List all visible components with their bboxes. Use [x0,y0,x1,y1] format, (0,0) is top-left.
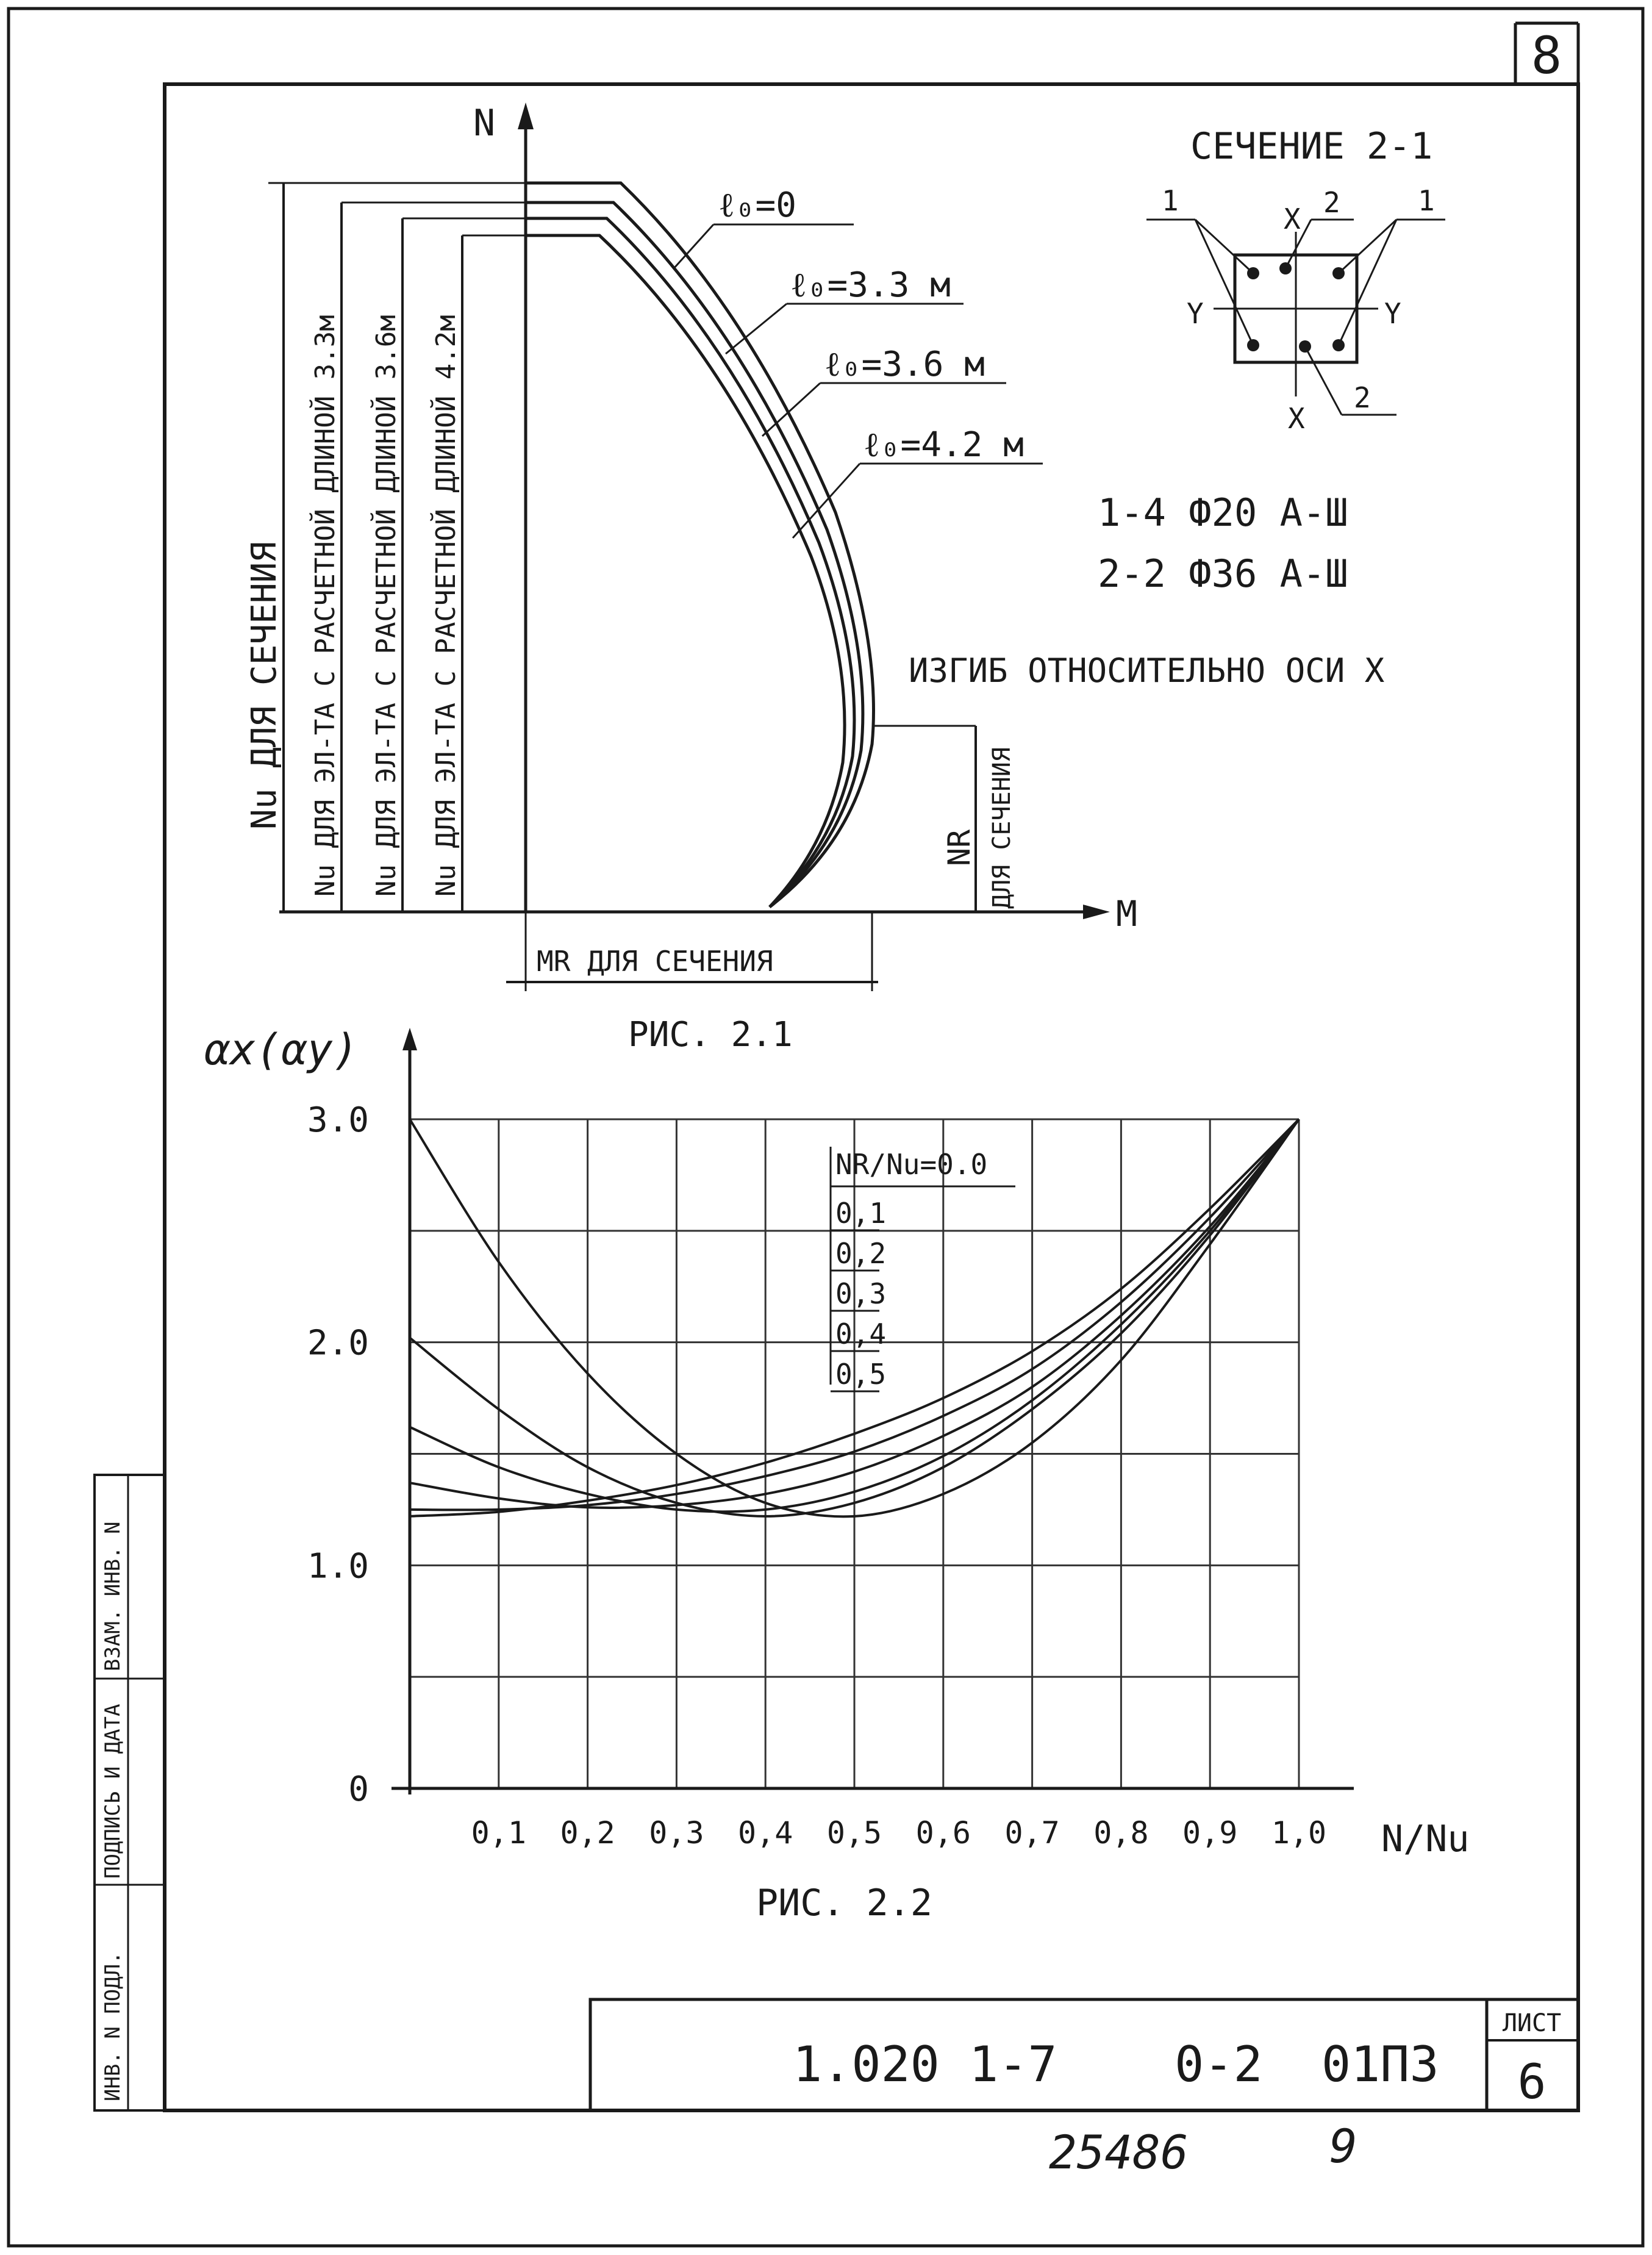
curve-e0-3-6 [526,217,856,908]
side-stamp: ВЗАМ. ИНВ. N ПОДПИСЬ И ДАТА ИНВ. N ПОДЛ. [93,1474,166,2112]
dim-mr-section: MR ДЛЯ СЕЧЕНИЯ [537,945,773,978]
dim-nr-b: ДЛЯ СЕЧЕНИЯ [988,747,1016,909]
dim-nu-section: Nu ДЛЯ СЕЧЕНИЯ [245,542,284,830]
y-tick-label: 1.0 [307,1546,369,1586]
section-title: СЕЧЕНИЕ 2-1 [1190,125,1432,168]
sheet-frame: 8 1.020 1-7 0-2 01П3 ЛИСТ 6 25486 9 ВЗАМ… [7,7,1645,2248]
dim-nu-3-6: Nu ДЛЯ ЭЛ-ТА С РАСЧЕТНОЙ ДЛИНОЙ 3.6м [370,315,402,897]
y-axis-label: αx(αy) [204,1025,359,1075]
x-tick-labels: 0,1 0,2 0,3 0,4 0,5 0,6 0,7 0,8 0,9 1,0 [471,1815,1327,1851]
n-axis-arrow [518,102,534,129]
x-tick-label: 0,8 [1093,1815,1148,1851]
y-tick-label: 2.0 [307,1324,369,1363]
leader-1-right-a [1337,218,1398,274]
label-y-left: Y [1187,297,1204,330]
section-2-1: СЕЧЕНИЕ 2-1 X X Y Y 1 1 2 2 1-4 Ф20 A-Ш … [909,125,1445,690]
legend-entry: 0,5 [835,1358,886,1391]
document-code: 1.020 1-7 0-2 01П3 [793,2036,1439,2093]
leader-2-top [1284,219,1312,269]
leader-1-left-b [1194,219,1254,346]
stamp-inv-original: ИНВ. N ПОДЛ. [101,1951,125,2101]
legend-entry: 0,4 [835,1318,886,1350]
label-2-bottom: 2 [1354,381,1371,414]
x-tick-label: 0,7 [1004,1815,1059,1851]
curve-label-e0-3-6: ℓ₀=3.6 м [824,345,985,384]
x-tick-label: 0,5 [827,1815,882,1851]
stamp-signature-date: ПОДПИСЬ И ДАТА [101,1704,125,1879]
outer-border [7,7,1645,2248]
list-label: ЛИСТ [1503,2009,1561,2037]
chart-axes [392,1028,1354,1794]
label-1-right: 1 [1418,184,1435,217]
curve-label-e0-0: ℓ₀=0 [718,185,796,225]
legend-title: NR/Nu=0.0 [835,1148,987,1181]
legend-entry: 0,1 [835,1197,886,1230]
label-2-top: 2 [1323,186,1340,219]
label-1-left: 1 [1162,184,1179,217]
handwritten-number: 25486 [1049,2125,1189,2179]
stamp-replace-inv: ВЗАМ. ИНВ. N [101,1521,125,1671]
corner-number: 8 [1531,26,1562,85]
fig2-caption: РИС. 2.2 [756,1882,932,1924]
dim-nu-4-2: Nu ДЛЯ ЭЛ-ТА С РАСЧЕТНОЙ ДЛИНОЙ 4.2м [429,315,462,897]
rebar-spec-1: 1-4 Ф20 A-Ш [1098,490,1348,535]
series-line-1 [409,1118,1300,1518]
x-tick-label: 0,4 [738,1815,793,1851]
side-stamp-frame [93,1474,166,2112]
leader-2-bottom [1304,346,1343,415]
leader-e0-4-2 [792,462,861,539]
curve-label-e0-4-2: ℓ₀=4.2 м [864,425,1024,465]
y-tick-label: 3.0 [307,1100,369,1140]
fig1-caption: РИС. 2.1 [628,1015,793,1055]
leader-e0-3-6 [761,382,821,437]
chart-series [409,1118,1300,1518]
leader-e0-0 [673,223,715,270]
dim-nu-3-3: Nu ДЛЯ ЭЛ-ТА С РАСЧЕТНОЙ ДЛИНОЙ 3.3м [309,315,341,897]
series-line-4 [409,1118,1300,1511]
bending-note: ИЗГИБ ОТНОСИТЕЛЬНО ОСИ X [909,651,1385,690]
label-y-right: Y [1384,297,1401,330]
fig1-interaction-diagram: N M ℓ₀=0 ℓ₀=3.3 м ℓ₀=3.6 м ℓ₀=4.2 м [245,102,1137,1055]
leader-1-right-b [1337,219,1398,346]
curve-e0-3-3 [526,201,865,908]
legend-entry: 0,3 [835,1277,886,1310]
handwritten-page: 9 [1329,2119,1357,2173]
series-line-5 [409,1118,1300,1518]
y-tick-label: 0 [348,1769,369,1809]
y-axis-arrow [402,1028,417,1050]
curve-e0-4-2 [526,234,846,908]
series-line-0 [409,1118,1300,1518]
list-number: 6 [1518,2055,1547,2110]
curve-label-e0-3-3: ℓ₀=3.3 м [790,265,951,305]
x-tick-label: 1,0 [1271,1815,1326,1851]
fig2-chart: 0,1 0,2 0,3 0,4 0,5 0,6 0,7 0,8 0,9 1,0 0 1.0 2.0 3.… [204,1025,1470,1924]
x-axis-label: N/Nu [1381,1818,1470,1860]
x-tick-label: 0,2 [560,1815,615,1851]
title-block [588,1998,1580,2112]
label-x-bottom: X [1288,402,1305,435]
leader-e0-3-3 [725,303,787,355]
legend-entry: 0,2 [835,1237,886,1270]
m-axis-arrow [1083,905,1110,919]
x-tick-label: 0,1 [471,1815,526,1851]
x-tick-label: 0,6 [916,1815,971,1851]
m-axis-label: M [1116,893,1137,934]
y-tick-labels: 0 1.0 2.0 3.0 [307,1100,369,1809]
label-x-top: X [1284,203,1301,235]
nu-dimensions: Nu ДЛЯ СЕЧЕНИЯ Nu ДЛЯ ЭЛ-ТА С РАСЧЕТНОЙ … [245,182,621,912]
rebar-spec-2: 2-2 Ф36 A-Ш [1098,551,1348,596]
chart-legend: NR/Nu=0.0 0,1 0,2 0,3 0,4 0,5 [829,1147,1015,1393]
series-line-2 [409,1118,1300,1513]
n-axis-label: N [473,102,495,145]
x-tick-label: 0,3 [649,1815,704,1851]
curve-e0-0 [526,181,875,908]
x-tick-label: 0,9 [1182,1815,1237,1851]
leader-1-left-a [1194,218,1254,274]
dim-nr-a: NR [942,829,977,866]
